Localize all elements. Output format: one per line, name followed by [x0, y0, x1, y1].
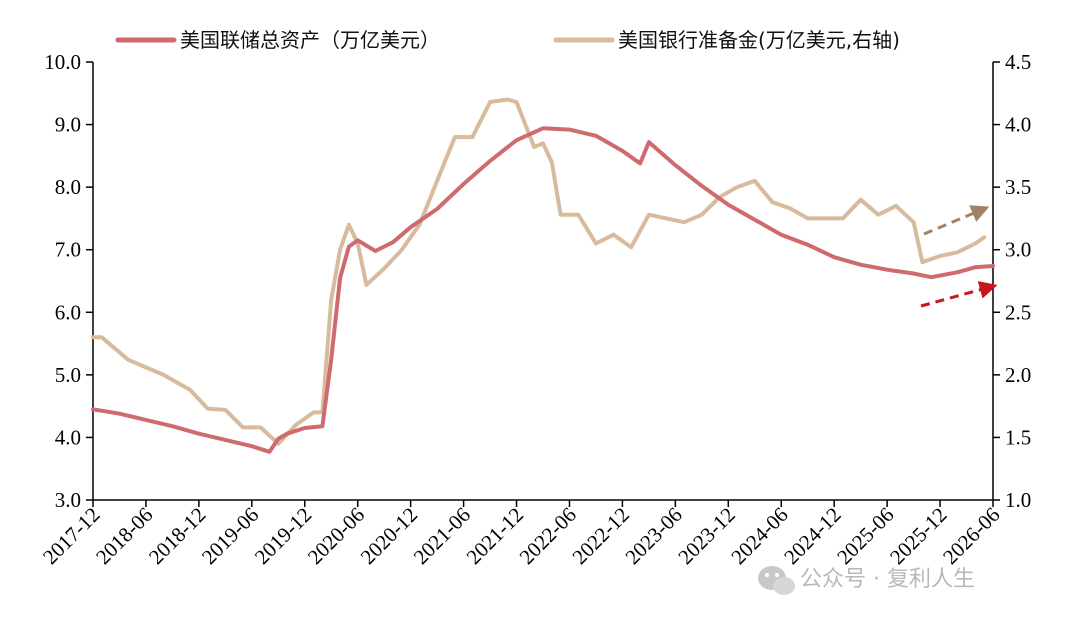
x-tick-label: 2022-12: [567, 503, 633, 569]
x-tick-label: 2019-12: [250, 503, 316, 569]
x-tick-label: 2021-06: [409, 503, 475, 569]
fed-total-assets-line: [91, 126, 995, 454]
legend-label: 美国联储总资产（万亿美元）: [180, 28, 440, 52]
x-tick-label: 2020-12: [356, 503, 422, 569]
y-right-tick-label: 1.5: [1005, 425, 1031, 449]
x-tick-label: 2018-12: [144, 503, 210, 569]
y-left-tick-label: 9.0: [55, 113, 81, 137]
y-left-tick-label: 7.0: [55, 238, 81, 262]
x-ticks: 2017-122018-062018-122019-062019-122020-…: [38, 500, 1005, 569]
x-tick-label: 2017-12: [38, 503, 104, 569]
y-right-tick-label: 3.0: [1005, 238, 1031, 262]
x-tick-label: 2023-06: [620, 503, 686, 569]
fed-assets-trend-arrow: [920, 281, 998, 308]
trend-arrows: [920, 205, 998, 308]
x-tick-label: 2025-12: [885, 503, 951, 569]
y-right-tick-label: 2.5: [1005, 300, 1031, 324]
legend-label: 美国银行准备金(万亿美元,右轴): [618, 28, 900, 52]
reserves-trend-arrow: [923, 205, 990, 236]
axes: [92, 62, 994, 501]
x-tick-label: 2024-06: [726, 503, 792, 569]
y-right-tick-label: 4.0: [1005, 113, 1031, 137]
y-left-tick-label: 3.0: [55, 488, 81, 512]
y-left-tick-label: 10.0: [44, 50, 81, 74]
y-right-tick-label: 2.0: [1005, 363, 1031, 387]
watermark: 公众号 · 复利人生: [758, 566, 975, 595]
x-tick-label: 2026-06: [938, 503, 1004, 569]
y-right-tick-label: 1.0: [1005, 488, 1031, 512]
bank-reserves-line: [91, 97, 987, 446]
y-left-tick-label: 5.0: [55, 363, 81, 387]
x-tick-label: 2018-06: [91, 503, 157, 569]
x-tick-label: 2019-06: [197, 503, 263, 569]
x-tick-label: 2020-06: [303, 503, 369, 569]
series-layer: [91, 97, 995, 454]
wechat-icon: [758, 566, 795, 595]
y-left-tick-label: 4.0: [55, 425, 81, 449]
legend: 美国联储总资产（万亿美元） 美国银行准备金(万亿美元,右轴): [115, 28, 900, 52]
x-tick-label: 2025-06: [832, 503, 898, 569]
y-right-tick-label: 3.5: [1005, 175, 1031, 199]
y-right-ticks: 1.0 1.5 2.0 2.5 3.0 3.5 4.0 4.5: [993, 50, 1031, 512]
y-left-tick-label: 6.0: [55, 300, 81, 324]
x-tick-label: 2022-06: [515, 503, 581, 569]
x-tick-label: 2021-12: [462, 503, 528, 569]
y-left-ticks: 3.0 4.0 5.0 6.0 7.0 8.0 9.0 10.0: [44, 50, 93, 512]
watermark-text: 公众号 · 复利人生: [800, 567, 975, 592]
x-tick-label: 2023-12: [673, 503, 739, 569]
x-tick-label: 2024-12: [779, 503, 845, 569]
y-left-tick-label: 8.0: [55, 175, 81, 199]
y-right-tick-label: 4.5: [1005, 50, 1031, 74]
